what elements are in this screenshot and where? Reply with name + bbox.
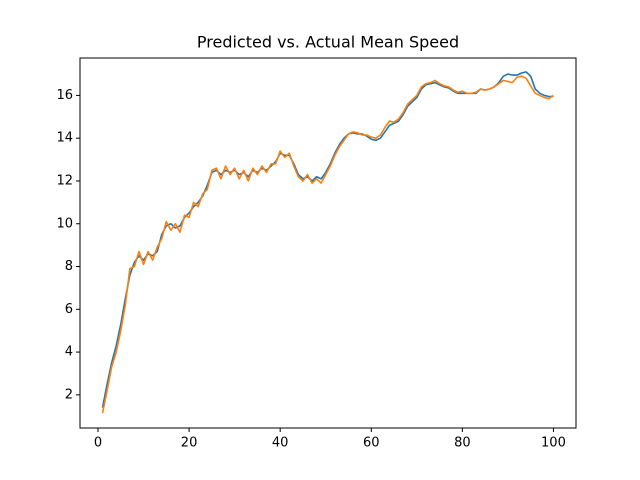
- chart-title: Predicted vs. Actual Mean Speed: [197, 33, 459, 52]
- data-line: [101, 75, 554, 414]
- y-tick-label: 16: [56, 88, 73, 103]
- y-tick-label: 6: [65, 302, 73, 317]
- y-tick-label: 4: [65, 345, 73, 360]
- x-tick-label: 40: [272, 436, 289, 451]
- x-tick-label: 80: [454, 436, 471, 451]
- data-line: [101, 71, 554, 408]
- x-tick-label: 20: [181, 436, 198, 451]
- y-tick-label: 10: [56, 216, 73, 231]
- x-tick-label: 60: [363, 436, 380, 451]
- plot-area: [101, 71, 554, 414]
- axes-frame: [79, 57, 577, 429]
- y-tick-label: 12: [56, 173, 73, 188]
- y-tick-label: 14: [56, 131, 73, 146]
- x-tick-label: 100: [541, 436, 566, 451]
- y-tick-label: 8: [65, 259, 73, 274]
- y-tick-label: 2: [65, 387, 73, 402]
- x-tick-label: 0: [94, 436, 102, 451]
